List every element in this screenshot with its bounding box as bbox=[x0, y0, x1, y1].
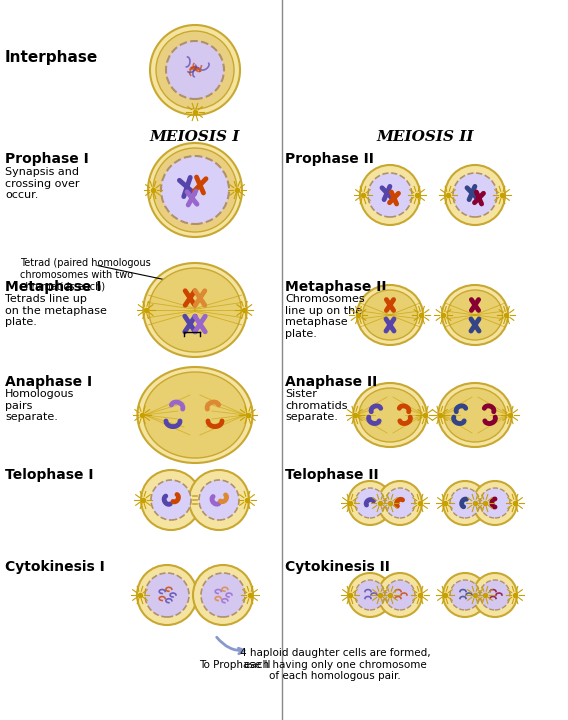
Ellipse shape bbox=[357, 285, 423, 345]
Text: Interphase: Interphase bbox=[5, 50, 98, 65]
Circle shape bbox=[473, 573, 517, 617]
Text: Telophase II: Telophase II bbox=[285, 468, 379, 482]
Text: MEIOSIS II: MEIOSIS II bbox=[376, 130, 474, 144]
Text: Cytokinesis I: Cytokinesis I bbox=[5, 560, 105, 574]
Text: 4 haploid daughter cells are formed,
each having only one chromosome
of each hom: 4 haploid daughter cells are formed, eac… bbox=[240, 648, 431, 681]
Circle shape bbox=[201, 573, 245, 617]
Circle shape bbox=[360, 165, 420, 225]
Text: Anaphase II: Anaphase II bbox=[285, 375, 377, 389]
Text: To Prophase II: To Prophase II bbox=[199, 660, 271, 670]
Text: Chromosomes
line up on the
metaphase
plate.: Chromosomes line up on the metaphase pla… bbox=[285, 294, 365, 339]
Text: Sister
chromatids
separate.: Sister chromatids separate. bbox=[285, 389, 348, 422]
Ellipse shape bbox=[448, 290, 503, 340]
Circle shape bbox=[480, 580, 510, 610]
Circle shape bbox=[153, 148, 237, 232]
Circle shape bbox=[151, 480, 191, 520]
Text: Prophase I: Prophase I bbox=[5, 152, 89, 166]
Circle shape bbox=[348, 481, 392, 525]
Text: Cytokinesis II: Cytokinesis II bbox=[285, 560, 390, 574]
Ellipse shape bbox=[137, 367, 253, 463]
Ellipse shape bbox=[149, 268, 241, 352]
Ellipse shape bbox=[444, 388, 506, 442]
Text: Telophase I: Telophase I bbox=[5, 468, 94, 482]
Text: Prophase II: Prophase II bbox=[285, 152, 374, 166]
Ellipse shape bbox=[359, 388, 421, 442]
Circle shape bbox=[355, 580, 385, 610]
Circle shape bbox=[378, 481, 422, 525]
Circle shape bbox=[480, 488, 510, 518]
Circle shape bbox=[193, 565, 253, 625]
Text: Metaphase I: Metaphase I bbox=[5, 280, 101, 294]
Circle shape bbox=[150, 25, 240, 115]
Circle shape bbox=[445, 165, 505, 225]
Circle shape bbox=[145, 573, 189, 617]
Text: Tetrad (paired homologous
chromosomes with two
chromatids each): Tetrad (paired homologous chromosomes wi… bbox=[20, 258, 151, 291]
Circle shape bbox=[355, 488, 385, 518]
Circle shape bbox=[378, 573, 422, 617]
Text: MEIOSIS I: MEIOSIS I bbox=[150, 130, 240, 144]
Circle shape bbox=[156, 31, 234, 109]
Circle shape bbox=[450, 488, 480, 518]
Ellipse shape bbox=[353, 383, 427, 447]
Text: Tetrads line up
on the metaphase
plate.: Tetrads line up on the metaphase plate. bbox=[5, 294, 107, 327]
Text: Metaphase II: Metaphase II bbox=[285, 280, 386, 294]
Circle shape bbox=[166, 41, 224, 99]
Circle shape bbox=[137, 565, 197, 625]
Circle shape bbox=[443, 573, 487, 617]
Circle shape bbox=[199, 480, 239, 520]
Circle shape bbox=[453, 173, 497, 217]
Text: Anaphase I: Anaphase I bbox=[5, 375, 92, 389]
Ellipse shape bbox=[442, 285, 508, 345]
Circle shape bbox=[141, 470, 201, 530]
Circle shape bbox=[450, 580, 480, 610]
Ellipse shape bbox=[143, 263, 247, 357]
Ellipse shape bbox=[143, 372, 247, 458]
Circle shape bbox=[385, 580, 415, 610]
Circle shape bbox=[348, 573, 392, 617]
Ellipse shape bbox=[362, 290, 417, 340]
Circle shape bbox=[385, 488, 415, 518]
Text: Homologous
pairs
separate.: Homologous pairs separate. bbox=[5, 389, 74, 422]
Circle shape bbox=[368, 173, 412, 217]
Circle shape bbox=[189, 470, 249, 530]
Circle shape bbox=[161, 156, 229, 224]
Ellipse shape bbox=[438, 383, 512, 447]
Text: Synapsis and
crossing over
occur.: Synapsis and crossing over occur. bbox=[5, 167, 80, 200]
Circle shape bbox=[473, 481, 517, 525]
Circle shape bbox=[443, 481, 487, 525]
Circle shape bbox=[148, 143, 242, 237]
